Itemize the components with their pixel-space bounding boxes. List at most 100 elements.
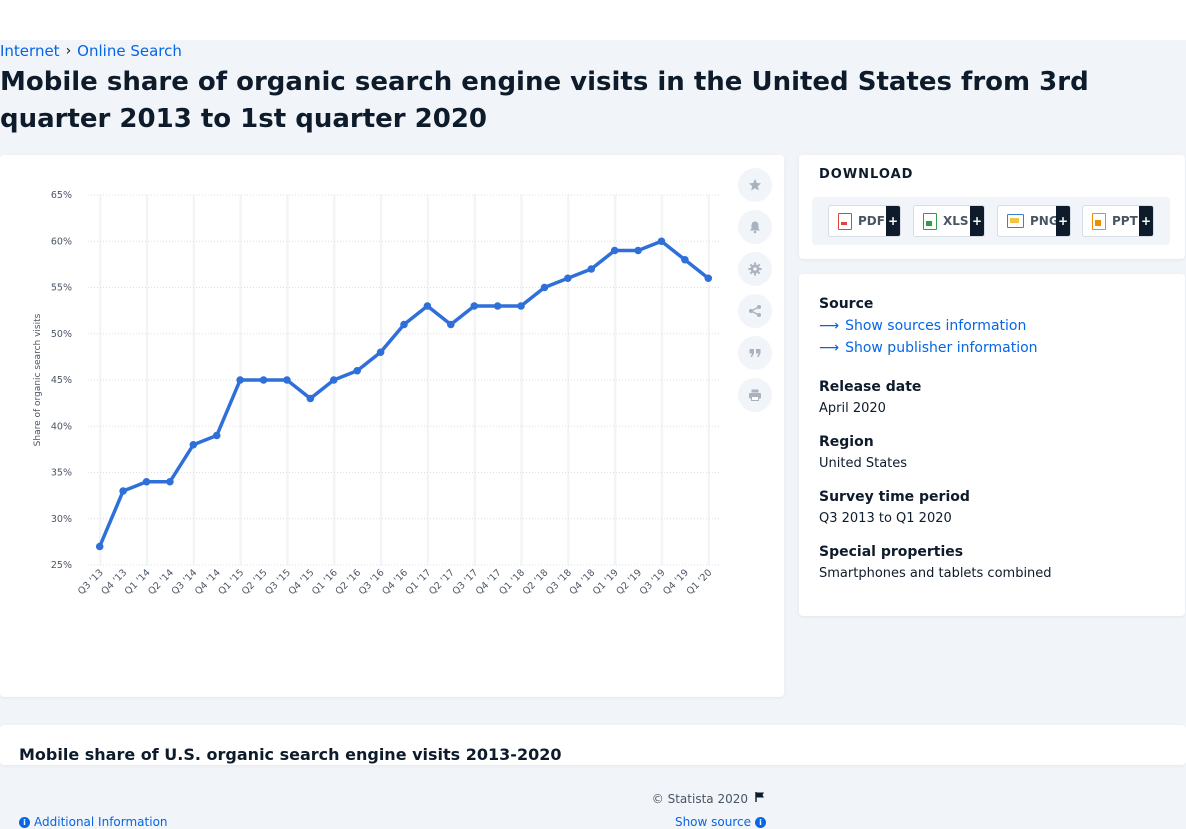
y-tick-label: 40%	[51, 421, 72, 432]
data-point	[423, 302, 432, 310]
survey-period-section: Survey time period Q3 2013 to Q1 2020	[819, 489, 970, 526]
data-point	[470, 302, 479, 310]
region-value: United States	[819, 456, 908, 471]
source-section: Source ⟶ Show sources information ⟶ Show…	[819, 296, 1038, 362]
download-xls-label: XLS	[943, 214, 969, 228]
x-tick-label: Q1 '20	[685, 567, 715, 597]
statistic-info-panel: Source ⟶ Show sources information ⟶ Show…	[799, 274, 1185, 616]
data-point	[283, 376, 291, 384]
source-label: Source	[819, 296, 874, 312]
pdf-file-icon	[838, 212, 852, 230]
data-point	[189, 440, 198, 449]
data-point	[517, 302, 525, 310]
download-buttons: PDF + XLS + PNG + PPT +	[812, 197, 1170, 245]
copyright: © Statista 2020	[652, 791, 766, 806]
data-point	[564, 274, 572, 283]
category-band	[473, 195, 476, 565]
y-axis-label: Share of organic search visits	[33, 313, 43, 446]
additional-information-link[interactable]: i Additional Information	[19, 815, 168, 829]
y-tick-label: 30%	[51, 514, 72, 525]
data-point	[212, 431, 221, 440]
data-point	[634, 246, 642, 255]
plus-icon: +	[886, 206, 900, 236]
settings-gear-icon[interactable]	[738, 252, 772, 286]
show-publisher-link[interactable]: ⟶ Show publisher information	[819, 340, 1038, 356]
arrow-right-icon: ⟶	[819, 318, 840, 334]
line-chart: 25% 30% 35% 40% 45% 50% 55% 60% 65% Share of orga…	[33, 190, 720, 597]
download-ppt-label: PPT	[1112, 214, 1138, 228]
plus-icon: +	[1139, 206, 1153, 236]
flag-icon[interactable]	[754, 791, 766, 806]
additional-information-label: Additional Information	[34, 815, 168, 829]
category-band	[707, 195, 710, 565]
arrow-right-icon: ⟶	[819, 340, 840, 356]
chart-panel: 25% 30% 35% 40% 45% 50% 55% 60% 65% Share of orga…	[0, 155, 784, 829]
data-point	[259, 376, 268, 384]
data-point	[329, 376, 338, 384]
y-tick-label: 65%	[51, 190, 72, 201]
data-point	[95, 542, 104, 551]
download-png-label: PNG	[1030, 214, 1059, 228]
xls-file-icon	[923, 212, 937, 230]
download-ppt-button[interactable]: PPT +	[1082, 205, 1154, 237]
category-band	[520, 195, 523, 565]
page-title: Mobile share of organic search engine vi…	[0, 67, 1089, 134]
citation-quote-icon[interactable]	[738, 336, 772, 370]
description-panel: Mobile share of U.S. organic search engi…	[0, 725, 1186, 765]
release-date-label: Release date	[819, 379, 922, 395]
data-point	[166, 477, 174, 486]
chart-tools	[738, 168, 772, 420]
data-point	[236, 376, 244, 384]
y-tick-label: 45%	[51, 375, 72, 386]
y-tick-label: 55%	[51, 283, 72, 294]
plus-icon: +	[1056, 206, 1070, 236]
breadcrumb-online-search[interactable]: Online Search	[77, 42, 182, 60]
y-tick-label: 60%	[51, 236, 72, 247]
data-point	[142, 477, 151, 486]
download-png-button[interactable]: PNG +	[997, 205, 1071, 237]
survey-period-value: Q3 2013 to Q1 2020	[819, 511, 952, 526]
data-point	[376, 348, 385, 357]
category-band	[145, 195, 149, 565]
info-icon: i	[755, 816, 766, 828]
download-panel: DOWNLOAD PDF + XLS + PNG + PPT +	[799, 155, 1185, 259]
print-icon[interactable]	[738, 378, 772, 412]
show-publisher-label: Show publisher information	[845, 340, 1038, 356]
show-source-label: Show source	[674, 815, 751, 829]
special-properties-value: Smartphones and tablets combined	[819, 566, 1052, 581]
download-xls-button[interactable]: XLS +	[913, 205, 985, 237]
y-tick-label: 25%	[51, 560, 72, 571]
category-band	[379, 195, 383, 565]
notification-bell-icon[interactable]	[738, 210, 772, 244]
top-bar	[0, 0, 1186, 40]
category-band	[613, 195, 617, 565]
special-properties-label: Special properties	[819, 544, 964, 560]
share-icon[interactable]	[738, 294, 772, 328]
data-point	[306, 394, 315, 403]
download-pdf-label: PDF	[858, 214, 885, 228]
data-point	[610, 246, 619, 255]
region-section: Region United States	[819, 434, 907, 471]
download-pdf-button[interactable]: PDF +	[828, 205, 901, 237]
data-point	[587, 265, 596, 273]
info-icon: i	[19, 816, 30, 828]
survey-period-label: Survey time period	[819, 489, 970, 505]
favorite-star-icon[interactable]	[738, 168, 772, 202]
show-sources-label: Show sources information	[845, 318, 1027, 334]
data-point	[704, 274, 713, 283]
y-tick-label: 50%	[51, 329, 72, 340]
plus-icon: +	[970, 206, 984, 236]
show-sources-link[interactable]: ⟶ Show sources information	[819, 318, 1038, 334]
breadcrumb-internet[interactable]: Internet	[0, 42, 60, 60]
special-properties-section: Special properties Smartphones and table…	[819, 544, 1052, 581]
data-point	[400, 320, 408, 329]
data-point	[657, 237, 666, 246]
data-point	[681, 255, 689, 264]
data-point	[353, 366, 361, 375]
y-tick-label: 35%	[51, 468, 72, 479]
description-title: Mobile share of U.S. organic search engi…	[19, 745, 562, 764]
data-point	[540, 283, 549, 292]
download-title: DOWNLOAD	[819, 167, 914, 182]
data-point	[119, 487, 127, 495]
show-source-link[interactable]: Show source i	[675, 815, 766, 829]
